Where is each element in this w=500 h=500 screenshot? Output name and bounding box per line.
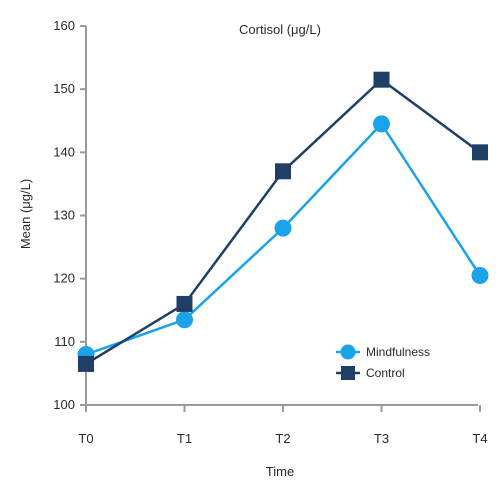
data-point-mindfulness — [373, 115, 390, 133]
legend-label-control: Control — [366, 366, 405, 380]
data-point-mindfulness — [471, 267, 489, 285]
legend-label-mindfulness: Mindfulness — [366, 345, 430, 359]
x-tick-label: T1 — [177, 431, 192, 446]
y-axis-title: Mean (μg/L) — [18, 179, 33, 249]
series-layer — [77, 71, 489, 372]
y-tick-label: 110 — [54, 334, 75, 349]
x-axis-ticks: T0 T1 T2 T3 T4 — [78, 405, 488, 446]
legend-marker-control — [341, 366, 355, 380]
x-tick-label: T0 — [78, 431, 93, 446]
series-line-mindfulness — [85, 122, 482, 356]
x-axis-title: Time — [266, 464, 294, 479]
y-axis-ticks: 100 110 120 130 140 150 160 — [53, 18, 86, 412]
data-point-control — [472, 144, 488, 161]
data-point-control — [373, 71, 390, 88]
y-tick-label: 130 — [53, 208, 75, 223]
chart-title: Cortisol (μg/L) — [239, 22, 321, 37]
data-point-control — [78, 355, 94, 372]
x-tick-label: T4 — [472, 431, 487, 446]
data-point-mindfulness — [176, 311, 193, 329]
legend: Mindfulness Control — [336, 344, 430, 380]
y-tick-label: 150 — [53, 81, 75, 96]
x-tick-label: T2 — [275, 431, 290, 446]
y-tick-label: 120 — [53, 271, 75, 286]
y-tick-label: 100 — [53, 397, 75, 412]
x-tick-label: T3 — [374, 431, 389, 446]
data-point-control — [275, 163, 291, 180]
legend-marker-mindfulness — [340, 344, 356, 360]
y-tick-label: 140 — [53, 144, 75, 159]
data-point-mindfulness — [274, 219, 292, 237]
data-point-control — [176, 295, 193, 312]
y-tick-label: 160 — [53, 18, 75, 33]
